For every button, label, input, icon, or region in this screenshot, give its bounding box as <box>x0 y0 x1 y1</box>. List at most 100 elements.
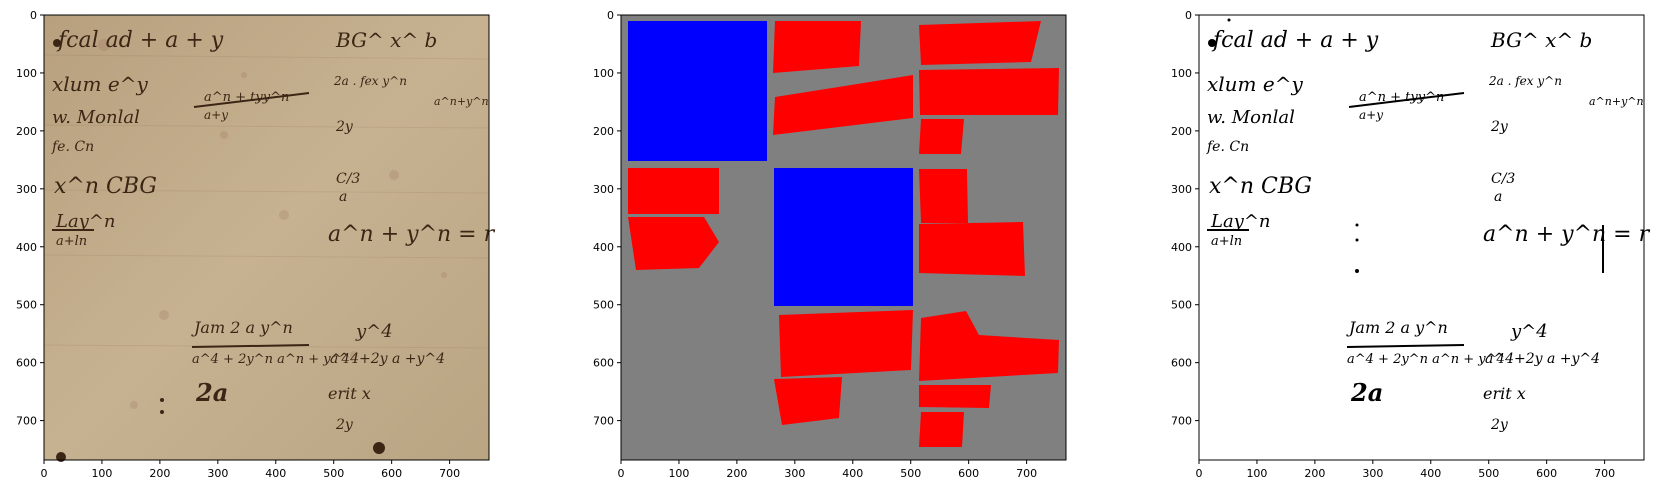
text-region <box>919 68 1059 115</box>
y-tick-label: 300 <box>1171 183 1192 196</box>
x-tick-label: 0 <box>1196 467 1203 480</box>
y-tick-label: 500 <box>593 299 614 312</box>
x-tick-label: 300 <box>784 467 805 480</box>
y-tick-label: 600 <box>1171 357 1192 370</box>
y-tick-label: 300 <box>593 183 614 196</box>
x-tick-label: 600 <box>1536 467 1557 480</box>
y-tick-label: 100 <box>16 67 37 80</box>
text-region <box>919 21 1041 65</box>
y-tick-label: 0 <box>607 9 614 22</box>
x-tick-label: 700 <box>1016 467 1037 480</box>
x-tick-label: 100 <box>91 467 112 480</box>
text-region <box>919 412 964 447</box>
svg-text:Jam 2 a y^n: Jam 2 a y^n <box>1346 318 1448 337</box>
svg-text:a+y: a+y <box>1359 108 1383 122</box>
hw-line1: fcal ad + a + y <box>56 28 224 53</box>
svg-text:a+ln: a+ln <box>56 234 87 249</box>
x-tick-label: 400 <box>1420 467 1441 480</box>
x-tick-label: 600 <box>381 467 402 480</box>
y-tick-label: 700 <box>1171 415 1192 428</box>
y-tick-label: 600 <box>593 357 614 370</box>
svg-text:a+ln: a+ln <box>1211 234 1242 249</box>
region-mask-image <box>621 15 1066 460</box>
hw-line9: a^4 + 2y^n a^n + y^4 <box>192 352 350 367</box>
hw-line7: a^n + y^n = r <box>328 222 496 247</box>
binarized-image: fcal ad + a + y BG^ x^ b xlum e^y w. Mon… <box>1199 15 1651 460</box>
text-region <box>919 169 968 223</box>
y-tick-label: 700 <box>593 415 614 428</box>
hw-line11: 2a <box>195 378 228 407</box>
y-tick-label: 0 <box>1185 9 1192 22</box>
x-tick-label: 700 <box>1594 467 1615 480</box>
y-tick-label: 200 <box>593 125 614 138</box>
text-region <box>774 377 842 425</box>
hw-line3: a^n + tyy^n <box>204 90 289 105</box>
y-tick-label: 0 <box>30 9 37 22</box>
x-tick-label: 500 <box>323 467 344 480</box>
svg-text:a^n+y^n: a^n+y^n <box>434 95 489 108</box>
hw-line5: x^n CBG <box>54 174 157 199</box>
text-region <box>779 310 913 377</box>
text-region <box>919 385 991 408</box>
svg-text:2a . fex y^n: 2a . fex y^n <box>1488 74 1562 88</box>
text-region <box>919 222 1025 276</box>
svg-text:w. Monlal: w. Monlal <box>52 107 140 128</box>
panel-manuscript: fcal ad + a + y BG^ x^ b xlum e^y w. Mon… <box>43 15 496 462</box>
text-region <box>773 75 913 135</box>
panel-binarized: fcal ad + a + y BG^ x^ b xlum e^y w. Mon… <box>1199 15 1651 460</box>
text-region <box>628 168 719 214</box>
manuscript-image: fcal ad + a + y BG^ x^ b xlum e^y w. Mon… <box>43 15 496 462</box>
hw-line2: BG^ x^ b <box>335 28 437 52</box>
x-tick-label: 200 <box>726 467 747 480</box>
axes-frame <box>620 14 1067 461</box>
x-tick-label: 600 <box>958 467 979 480</box>
hw-line6: Lay^n <box>55 211 116 232</box>
panel-region-mask <box>621 15 1066 460</box>
hw-line12: erit x <box>328 384 371 403</box>
svg-text:a^n+y^n: a^n+y^n <box>1589 95 1644 108</box>
y-tick-label: 300 <box>16 183 37 196</box>
y-tick-label: 100 <box>593 67 614 80</box>
axes-frame <box>1198 14 1645 461</box>
y-tick-label: 100 <box>1171 67 1192 80</box>
x-tick-label: 500 <box>900 467 921 480</box>
svg-text:a^4+2y a +y^4: a^4+2y a +y^4 <box>1485 351 1600 367</box>
hw-line10: y^4 <box>355 321 393 342</box>
x-tick-label: 0 <box>41 467 48 480</box>
svg-text:xlum e^y: xlum e^y <box>1207 72 1303 96</box>
image-region <box>774 168 913 306</box>
y-tick-label: 400 <box>593 241 614 254</box>
x-tick-label: 400 <box>842 467 863 480</box>
x-tick-label: 100 <box>668 467 689 480</box>
svg-text:a^n + tyy^n: a^n + tyy^n <box>1359 90 1444 105</box>
y-tick-label: 200 <box>1171 125 1192 138</box>
svg-text:a^4+2y a +y^4: a^4+2y a +y^4 <box>330 351 445 367</box>
y-tick-label: 700 <box>16 415 37 428</box>
x-tick-label: 200 <box>1304 467 1325 480</box>
hw-line8: Jam 2 a y^n <box>191 318 293 337</box>
svg-text:x^n CBG: x^n CBG <box>1209 174 1312 199</box>
x-tick-label: 700 <box>439 467 460 480</box>
svg-text:a^4 + 2y^n a^n + y^4: a^4 + 2y^n a^n + y^4 <box>1347 352 1505 367</box>
x-tick-label: 200 <box>149 467 170 480</box>
y-tick-label: 400 <box>1171 241 1192 254</box>
x-tick-label: 0 <box>618 467 625 480</box>
svg-text:2y: 2y <box>1490 417 1509 433</box>
y-tick-label: 400 <box>16 241 37 254</box>
text-region <box>919 119 964 154</box>
axes-frame <box>43 14 490 461</box>
y-tick-label: 500 <box>16 299 37 312</box>
svg-text:BG^ x^ b: BG^ x^ b <box>1490 28 1592 52</box>
svg-text:fcal ad + a + y: fcal ad + a + y <box>1211 28 1379 53</box>
x-tick-label: 300 <box>207 467 228 480</box>
x-tick-label: 300 <box>1362 467 1383 480</box>
svg-text:a+y: a+y <box>204 108 228 122</box>
svg-text:Lay^n: Lay^n <box>1210 211 1271 232</box>
svg-text:fe. Cn: fe. Cn <box>51 139 94 155</box>
svg-text:erit x: erit x <box>1483 384 1526 403</box>
y-tick-label: 500 <box>1171 299 1192 312</box>
svg-text:2y: 2y <box>335 417 354 433</box>
y-tick-label: 600 <box>16 357 37 370</box>
svg-text:w. Monlal: w. Monlal <box>1207 107 1295 128</box>
